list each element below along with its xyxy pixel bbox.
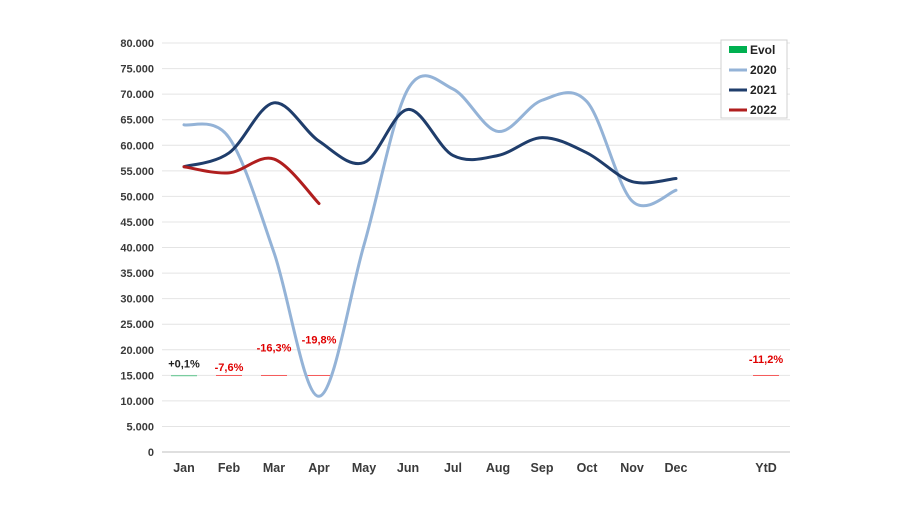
- evol-data-label: +0,1%: [168, 358, 200, 370]
- x-tick-label: Dec: [665, 461, 688, 475]
- x-tick-label: Mar: [263, 461, 285, 475]
- evol-bars: +0,1% -7,6% -16,3% -19,8% -11,2%: [168, 334, 783, 377]
- x-tick-label: Apr: [308, 461, 330, 475]
- y-tick-label: 40.000: [120, 243, 154, 255]
- y-axis-ticks: 0 5.000 10.000 15.000 20.000 25.000 30.000 35.0…: [120, 38, 154, 459]
- series-line-2021: [182, 101, 678, 185]
- y-tick-label: 30.000: [120, 294, 154, 306]
- legend: Evol 2020 2021 2022: [720, 39, 788, 119]
- legend-swatch-Evol: [729, 46, 747, 53]
- y-tick-label: 65.000: [120, 115, 154, 127]
- evol-bar: [216, 375, 242, 376]
- x-axis-ticks: Jan Feb Mar Apr May Jun Jul Aug Sep Oct Nov Dec YtD: [173, 461, 777, 475]
- x-tick-label: Jan: [173, 461, 195, 475]
- x-tick-label: Jun: [397, 461, 419, 475]
- y-tick-label: 5.000: [126, 421, 154, 433]
- x-tick-label: Nov: [620, 461, 644, 475]
- series-line-2022: [182, 156, 321, 206]
- y-tick-label: 60.000: [120, 140, 154, 152]
- evol-bar: [306, 375, 332, 376]
- legend-label-2020: 2020: [750, 63, 777, 77]
- y-tick-label: 15.000: [120, 370, 154, 382]
- x-tick-label: Oct: [577, 461, 599, 475]
- y-tick-label: 25.000: [120, 319, 154, 331]
- y-tick-label: 75.000: [120, 64, 154, 76]
- series-lines: [182, 74, 678, 398]
- evol-data-label: -7,6%: [215, 362, 244, 374]
- legend-label-2022: 2022: [750, 103, 777, 117]
- y-tick-label: 10.000: [120, 396, 154, 408]
- x-tick-label: Sep: [531, 461, 554, 475]
- evol-data-label: -11,2%: [749, 354, 783, 366]
- series-line-2020: [182, 74, 678, 398]
- y-tick-label: 0: [148, 447, 154, 459]
- y-tick-label: 55.000: [120, 166, 154, 178]
- x-tick-label: Aug: [486, 461, 510, 475]
- y-tick-label: 45.000: [120, 217, 154, 229]
- y-tick-label: 80.000: [120, 38, 154, 50]
- y-tick-label: 50.000: [120, 191, 154, 203]
- evol-data-label: -19,8%: [302, 334, 337, 346]
- gridlines: [162, 42, 790, 453]
- y-tick-label: 35.000: [120, 268, 154, 280]
- evol-bar: [753, 375, 779, 376]
- x-tick-label: Feb: [218, 461, 241, 475]
- legend-label-Evol: Evol: [750, 43, 775, 57]
- x-tick-label: May: [352, 461, 376, 475]
- evol-data-label: -16,3%: [257, 342, 292, 354]
- x-tick-label: YtD: [755, 461, 777, 475]
- x-tick-label: Jul: [444, 461, 462, 475]
- evol-bar: [261, 375, 287, 376]
- evol-bar: [171, 375, 197, 377]
- y-tick-label: 20.000: [120, 345, 154, 357]
- legend-label-2021: 2021: [750, 83, 777, 97]
- y-tick-label: 70.000: [120, 89, 154, 101]
